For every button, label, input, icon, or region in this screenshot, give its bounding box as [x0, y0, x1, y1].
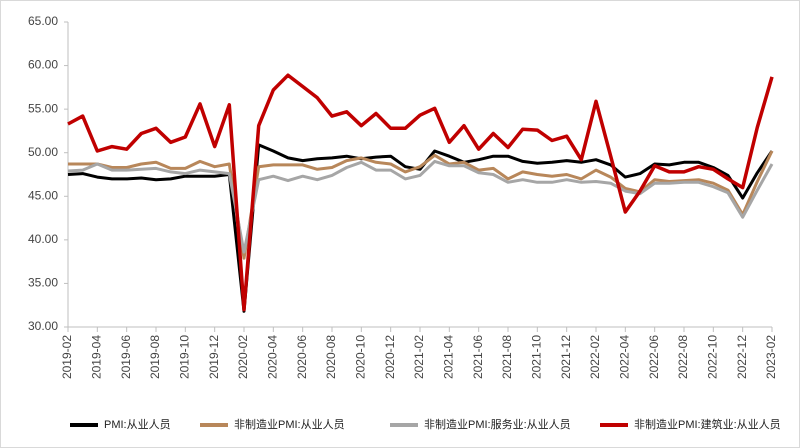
x-tick-label: 2019-12: [207, 335, 221, 379]
series-line: [68, 150, 774, 260]
x-tick-label: 2022-02: [588, 335, 602, 379]
x-tick-label: 2019-08: [148, 335, 162, 379]
legend-label: 非制造业PMI:建筑业:从业人员: [634, 417, 781, 431]
x-tick-label: 2021-10: [530, 335, 544, 379]
y-tick-label: 55.00: [28, 101, 58, 115]
series-line: [67, 159, 774, 254]
y-tick-label: 40.00: [28, 232, 58, 246]
x-tick-label: 2022-12: [735, 335, 749, 379]
x-tick-label: 2019-04: [90, 335, 104, 379]
x-tick-label: 2022-10: [706, 335, 720, 379]
x-tick-label: 2020-08: [324, 335, 338, 379]
y-tick-label: 60.00: [28, 58, 58, 72]
x-tick-label: 2022-08: [676, 335, 690, 379]
x-tick-label: 2020-12: [383, 335, 397, 379]
y-tick-label: 65.00: [28, 14, 58, 28]
x-tick-label: 2020-10: [354, 335, 368, 379]
x-tick-label: 2019-10: [178, 335, 192, 379]
legend-label: PMI:从业人员: [104, 418, 171, 431]
x-tick-label: 2020-04: [266, 335, 280, 379]
x-tick-label: 2022-06: [647, 335, 661, 379]
x-tick-label: 2023-02: [764, 335, 778, 379]
x-tick-label: 2022-04: [618, 335, 632, 379]
x-tick-label: 2020-02: [236, 335, 250, 379]
series-line: [67, 73, 774, 312]
legend-label: 非制造业PMI:从业人员: [234, 417, 345, 431]
series-line: [67, 143, 774, 313]
x-tick-label: 2019-02: [60, 335, 74, 379]
legend-label: 非制造业PMI:服务业:从业人员: [424, 417, 571, 431]
x-tick-label: 2020-06: [295, 335, 309, 379]
y-tick-label: 45.00: [28, 188, 58, 202]
x-tick-label: 2021-06: [471, 335, 485, 379]
x-tick-label: 2021-12: [559, 335, 573, 379]
x-tick-label: 2019-06: [119, 335, 133, 379]
y-tick-label: 35.00: [28, 276, 58, 290]
x-tick-label: 2021-08: [500, 335, 514, 379]
y-tick-label: 30.00: [28, 319, 58, 333]
x-tick-label: 2021-04: [442, 335, 456, 379]
y-tick-label: 50.00: [28, 145, 58, 159]
x-tick-label: 2021-02: [412, 335, 426, 379]
